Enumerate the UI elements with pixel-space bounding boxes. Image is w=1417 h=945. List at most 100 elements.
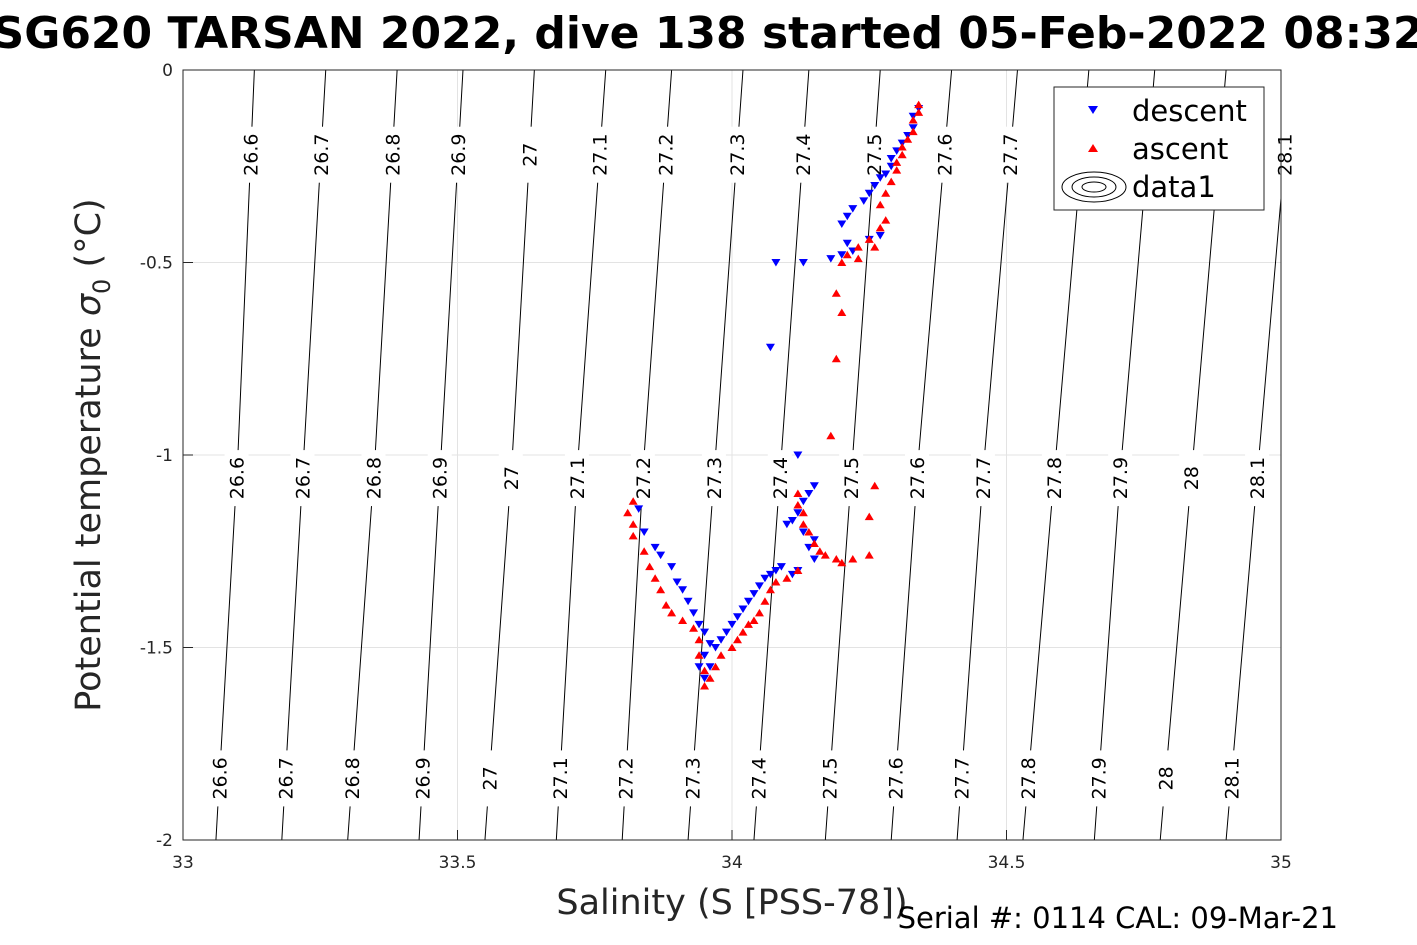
ascent-point-58 [732,635,742,644]
y-tick-label-2: -1 [156,446,173,466]
contour-label-bg-26.6-0 [207,750,232,807]
contour-label-26.8-0: 26.8 [342,757,364,799]
ascent-point-16 [842,250,852,259]
descent-point-58 [743,597,753,606]
ascent-point-35 [837,558,847,567]
ascent-point-22 [831,354,841,363]
descent-point-53 [716,636,726,644]
contour-label-28-1: 28 [1181,466,1203,490]
ascent-point-12 [881,216,891,224]
descent-point-31 [782,520,792,529]
ascent-point-30 [804,528,814,536]
contour-label-bg-27.2-2 [653,126,678,183]
descent-point-44 [689,609,699,617]
descent-point-29 [793,509,803,517]
contour-label-26.7-2: 26.7 [311,134,333,176]
descent-point-62 [765,570,775,579]
contour-label-bg-27.9-0 [1086,750,1111,807]
contour-label-bg-26.6-2 [238,126,263,183]
descent-point-21 [826,255,836,263]
ascent-point-61 [749,616,759,625]
contour-label-27.7-1: 27.7 [973,457,995,499]
ascent-point-54 [705,674,715,682]
descent-point-8 [881,170,891,178]
ascent-point-38 [628,497,638,505]
descent-point-9 [875,174,885,182]
y-tick-label-1: -0.5 [140,254,173,274]
contour-label-27.9-0: 27.9 [1089,757,1111,799]
contour-label-28.1-2: 28.1 [1275,134,1297,176]
ascent-point-52 [700,666,710,675]
descent-point-28 [798,497,808,506]
ascent-point-18 [853,254,863,263]
ascent-point-55 [711,662,721,671]
x-tick-label-4: 35 [1270,853,1292,873]
descent-point-54 [722,628,732,637]
descent-point-35 [809,555,819,563]
descent-point-64 [776,563,786,571]
descent-point-49 [694,663,704,671]
ascent-point-20 [831,289,841,297]
ascent-point-13 [875,223,885,232]
contour-label-26.9-1: 26.9 [430,457,452,499]
y-axis-label-unit: (°C) [69,198,109,278]
contour-label-27.1-1: 27.1 [567,457,589,499]
contour-label-27.2-0: 27.2 [616,757,638,799]
y-axis-label-subscript: 0 [88,279,116,294]
ascent-point-8 [892,166,902,174]
descent-point-16 [842,239,852,248]
descent-point-57 [738,605,748,613]
contour-label-27.6-2: 27.6 [934,134,956,176]
contour-label-bg-27.1-2 [587,126,612,183]
contour-label-27.3-0: 27.3 [682,757,704,799]
ascent-point-60 [743,620,753,628]
ascent-point-62 [754,608,764,617]
descent-point-47 [705,640,715,648]
ascent-point-37 [864,551,874,559]
contour-label-26.9-2: 26.9 [448,134,470,176]
ascent-point-67 [793,566,803,574]
ascent-point-31 [809,539,819,548]
descent-point-6 [886,155,896,163]
contour-label-27.5-1: 27.5 [841,457,863,499]
descent-point-40 [667,563,677,571]
legend-descent-label: descent [1132,94,1247,128]
contour-label-bg-27.5-2 [862,126,887,183]
contour-label-26.7-1: 26.7 [292,457,314,499]
ascent-point-28 [798,508,808,517]
contour-label-27.3-2: 27.3 [727,134,749,176]
ascent-point-59 [738,628,748,636]
ascent-point-26 [793,489,803,497]
contour-label-bg-26.9-1 [427,450,452,507]
descent-point-12 [859,197,869,205]
contour-label-bg-27.5-1 [839,450,864,507]
ascent-point-44 [650,574,660,582]
descent-point-10 [870,182,880,190]
contour-label-27.1-2: 27.1 [590,134,612,176]
ascent-point-42 [639,547,649,555]
ascent-point-41 [628,531,638,540]
contour-label-27-1: 27 [501,466,523,490]
contour-label-27.6-1: 27.6 [907,457,929,499]
legend-data1-label: data1 [1132,170,1216,204]
x-tick-label-2: 34 [721,853,743,873]
descent-point-30 [787,516,797,525]
axes-ticks: 33 33.5 34 34.5 35 0 -0.5 -1 -1.5 -2 [140,61,1292,873]
contour-label-bg-26.7-1 [290,450,315,507]
legend-ascent-marker [1088,144,1098,152]
descent-point-55 [727,620,737,629]
contour-label-bg-27.6-2 [932,126,957,183]
contour-label-bg-27.2-1 [630,450,655,507]
contour-label-bg-26.9-2 [446,126,471,183]
descent-point-14 [842,212,852,221]
contour-label-27.6-0: 27.6 [886,757,908,799]
ascent-point-29 [798,520,808,528]
contour-label-bg-27.4-1 [767,450,792,507]
contour-label-bg-27-2 [517,126,542,183]
ascent-point-10 [881,189,891,197]
descent-point-25 [793,451,803,459]
contour-label-bg-27-0 [477,750,502,807]
descent-point-37 [639,528,649,536]
ascent-point-15 [853,243,863,251]
descent-point-39 [656,551,666,560]
